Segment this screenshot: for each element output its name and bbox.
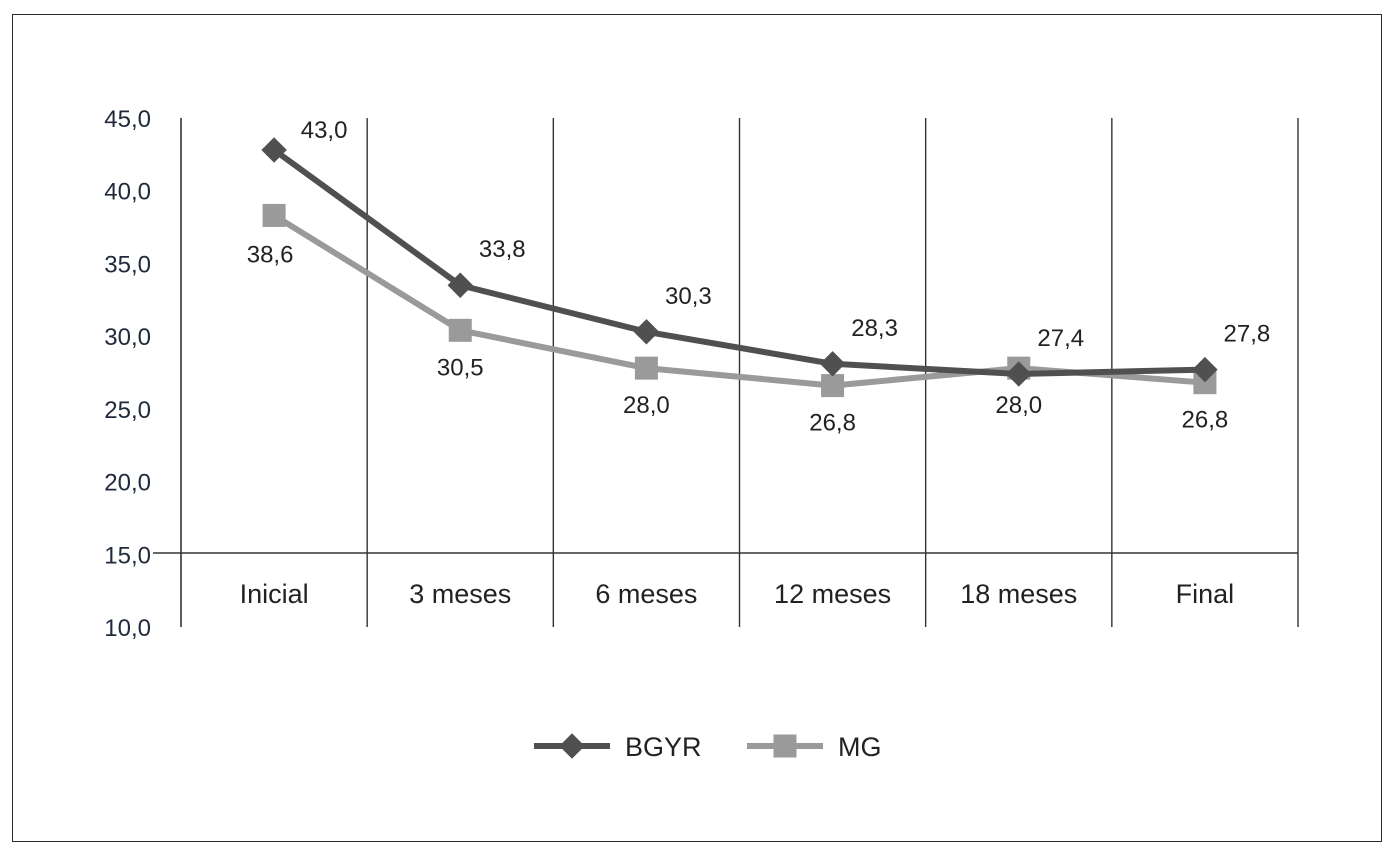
data-point-mg — [262, 203, 286, 227]
legend-marker-mg — [773, 734, 797, 758]
data-label-mg: 28,0 — [623, 392, 670, 419]
legend-label-bgyr: BGYR — [625, 732, 702, 762]
series-bgyr — [261, 137, 1218, 387]
legend-label-mg: MG — [838, 732, 882, 762]
y-tick-label: 40,0 — [104, 179, 151, 206]
data-label-bgyr: 27,4 — [1037, 325, 1084, 352]
legend-marker-bgyr — [559, 733, 585, 759]
data-label-mg: 26,8 — [1182, 407, 1229, 434]
x-category-label: 12 meses — [774, 579, 891, 609]
x-category-label: 3 meses — [409, 579, 511, 609]
data-label-bgyr: 33,8 — [479, 236, 526, 263]
data-point-bgyr — [447, 272, 473, 298]
data-point-bgyr — [1192, 356, 1218, 383]
y-tick-label: 45,0 — [104, 106, 151, 133]
data-label-bgyr: 28,3 — [851, 315, 898, 342]
y-axis-ticks: 10,0 15,0 20,0 25,0 30,0 35,0 40,0 45,0 — [104, 106, 151, 642]
data-point-bgyr — [633, 319, 660, 345]
axes — [153, 118, 1298, 627]
data-label-mg: 26,8 — [809, 410, 856, 437]
data-point-bgyr — [261, 137, 287, 163]
series — [261, 137, 1218, 398]
data-point-mg — [448, 318, 472, 342]
data-point-mg — [634, 356, 658, 380]
y-tick-label: 35,0 — [104, 251, 151, 278]
data-label-bgyr: 27,8 — [1224, 321, 1271, 348]
y-tick-label: 20,0 — [104, 470, 151, 497]
series-line-bgyr — [271, 146, 1208, 377]
y-tick-label: 15,0 — [104, 542, 151, 569]
data-label-bgyr: 30,3 — [665, 283, 712, 310]
data-point-mg — [821, 374, 845, 398]
y-tick-label: 10,0 — [104, 615, 151, 642]
x-axis-categories: Inicial 3 meses 6 meses 12 meses 18 meses Fin… — [240, 579, 1235, 609]
y-tick-label: 30,0 — [104, 324, 151, 351]
data-label-mg: 38,6 — [247, 241, 294, 268]
y-tick-label: 25,0 — [104, 397, 151, 424]
data-labels: 43,0 33,8 30,3 28,3 27,4 27,8 38,6 30,5 28,0 26,8… — [247, 117, 1271, 437]
data-point-bgyr — [819, 351, 846, 377]
data-label-mg: 30,5 — [437, 354, 484, 381]
data-point-bgyr — [1006, 361, 1032, 387]
x-category-label: Inicial — [240, 579, 309, 609]
x-category-label: Final — [1176, 579, 1235, 609]
x-category-label: 6 meses — [595, 579, 697, 609]
data-label-mg: 28,0 — [995, 392, 1042, 419]
legend: BGYR MG — [534, 732, 882, 762]
chart-frame — [12, 14, 1382, 842]
data-label-bgyr: 43,0 — [301, 117, 348, 144]
legend-item-mg: MG — [747, 732, 882, 762]
legend-item-bgyr: BGYR — [534, 732, 702, 762]
x-category-label: 18 meses — [960, 579, 1077, 609]
